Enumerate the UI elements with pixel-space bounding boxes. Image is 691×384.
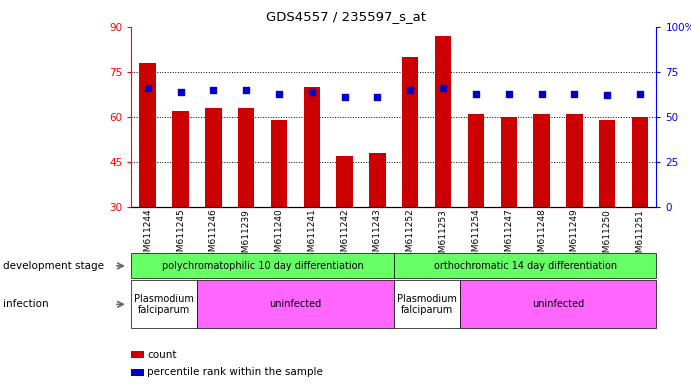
Point xyxy=(306,89,317,95)
Point xyxy=(602,93,613,99)
Bar xyxy=(468,114,484,298)
Text: count: count xyxy=(147,350,177,360)
Bar xyxy=(271,120,287,298)
Bar xyxy=(369,153,386,298)
Point xyxy=(175,89,186,95)
Bar xyxy=(435,36,451,298)
Bar xyxy=(337,156,353,298)
Text: development stage: development stage xyxy=(3,261,104,271)
Point xyxy=(208,87,219,93)
Point xyxy=(536,91,547,97)
Text: uninfected: uninfected xyxy=(269,299,321,310)
Point xyxy=(142,85,153,91)
Point xyxy=(569,91,580,97)
Bar xyxy=(205,108,222,298)
Text: polychromatophilic 10 day differentiation: polychromatophilic 10 day differentiatio… xyxy=(162,261,363,271)
Text: orthochromatic 14 day differentiation: orthochromatic 14 day differentiation xyxy=(433,261,617,271)
Point xyxy=(405,87,416,93)
Text: uninfected: uninfected xyxy=(532,299,584,310)
Point xyxy=(240,87,252,93)
Point xyxy=(274,91,285,97)
Bar xyxy=(632,117,648,298)
Bar xyxy=(500,117,517,298)
Point xyxy=(372,94,383,100)
Point xyxy=(339,94,350,100)
Bar xyxy=(140,63,156,298)
Text: GDS4557 / 235597_s_at: GDS4557 / 235597_s_at xyxy=(265,10,426,23)
Bar xyxy=(172,111,189,298)
Bar xyxy=(533,114,550,298)
Text: infection: infection xyxy=(3,299,49,310)
Bar xyxy=(599,120,616,298)
Bar xyxy=(402,57,419,298)
Text: Plasmodium
falciparum: Plasmodium falciparum xyxy=(134,293,194,315)
Text: Plasmodium
falciparum: Plasmodium falciparum xyxy=(397,293,457,315)
Text: percentile rank within the sample: percentile rank within the sample xyxy=(147,367,323,377)
Bar xyxy=(303,87,320,298)
Point xyxy=(471,91,482,97)
Bar xyxy=(566,114,583,298)
Point xyxy=(437,85,448,91)
Bar xyxy=(238,108,254,298)
Point xyxy=(634,91,645,97)
Point xyxy=(503,91,514,97)
